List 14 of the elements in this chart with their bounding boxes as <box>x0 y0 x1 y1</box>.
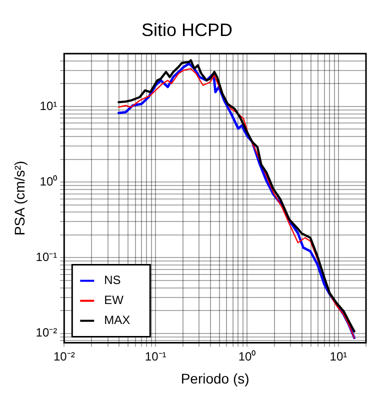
x-tick-label: 10⁻² <box>53 349 75 364</box>
y-axis-title: PSA (cm/s²) <box>11 160 28 236</box>
x-axis-title: Periodo (s) <box>180 370 250 386</box>
x-tick-label: 10¹ <box>330 349 348 364</box>
legend-label: NS <box>104 273 121 288</box>
y-tick-label: 10⁻¹ <box>36 250 58 264</box>
y-tick-label: 10¹ <box>40 98 58 113</box>
y-tick-label: 10⁰ <box>40 174 58 188</box>
x-tick-label: 10⁻¹ <box>144 349 166 364</box>
x-tick-label: 10⁰ <box>238 349 256 364</box>
legend-label: MAX <box>104 313 130 328</box>
legend-label: EW <box>104 293 124 308</box>
chart-title: Sitio HCPD <box>141 20 233 40</box>
y-tick-label: 10⁻² <box>36 326 58 340</box>
